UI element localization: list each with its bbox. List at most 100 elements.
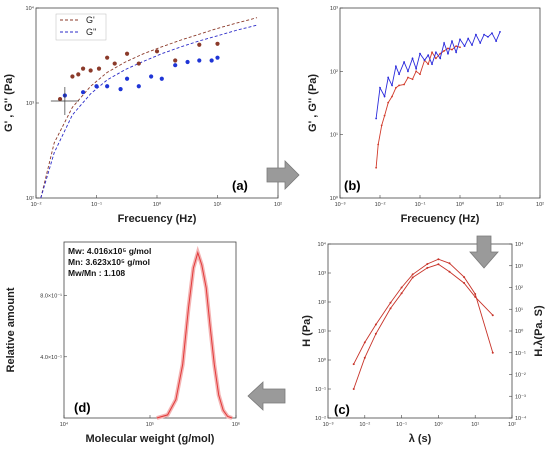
legend-label: G' xyxy=(86,15,95,25)
data-point-g-double-prime xyxy=(185,59,190,65)
data-point-red xyxy=(407,76,409,79)
annotation-text: Mw/Mn : 1.108 xyxy=(68,268,125,278)
data-point-red xyxy=(447,47,449,50)
y-tick-label: 10¹ xyxy=(330,133,338,139)
data-point-g-double-prime xyxy=(105,84,110,89)
data-point-g-double-prime xyxy=(215,55,220,60)
data-point-red xyxy=(398,84,400,87)
data-point-h-lambda xyxy=(363,341,366,344)
data-point-blue xyxy=(495,40,498,43)
data-point-red xyxy=(431,51,433,54)
data-point-g-double-prime xyxy=(173,63,178,68)
data-point-h xyxy=(374,332,377,335)
x-axis-title: Molecular weight (g/mol) xyxy=(86,433,215,445)
data-point-blue xyxy=(439,57,442,60)
data-point-h-lambda xyxy=(400,286,403,289)
data-point-blue xyxy=(471,44,473,46)
data-point-blue xyxy=(455,51,458,54)
y-tick-label: 10⁴ xyxy=(26,5,35,12)
series-line-g-double-prime xyxy=(40,24,258,199)
y-axis-title: Relative amount xyxy=(5,287,17,372)
data-point-red xyxy=(439,52,442,55)
data-point-h xyxy=(411,276,414,279)
y-tick-label: 10² xyxy=(318,300,326,306)
chart-b-svg: 10⁻³ 10⁻² 10⁻¹ 10⁰ 10¹ 10² 10⁰ 10¹ 10² 10³ Frecuen… xyxy=(307,6,544,225)
x-tick-label: 10¹ xyxy=(214,202,222,208)
y2-tick-label: 10¹ xyxy=(515,307,523,313)
data-point-h xyxy=(389,307,392,310)
annotation-text: Mn: 3.623x10⁵ g/mol xyxy=(68,257,150,267)
y-tick-label: 10¹ xyxy=(318,329,326,335)
x-tick-label: 10⁴ xyxy=(60,421,69,428)
data-point-g-double-prime xyxy=(118,87,123,92)
y-tick-label: 10⁴ xyxy=(318,241,327,248)
data-point-g-prime xyxy=(76,72,81,77)
data-point-blue xyxy=(475,33,477,36)
data-point-h xyxy=(363,356,366,359)
data-point-blue xyxy=(483,33,485,36)
plot-frame xyxy=(339,7,541,199)
data-point-red xyxy=(459,46,461,49)
data-point-red xyxy=(377,143,380,146)
y2-tick-label: 10² xyxy=(515,286,523,292)
y-tick-label: 10³ xyxy=(318,271,326,277)
data-point-h xyxy=(463,282,466,285)
x-axis-title: Frecuency (Hz) xyxy=(118,213,197,225)
annotation-text: Mw: 4.016x10⁵ g/mol xyxy=(68,246,151,256)
data-point-g-double-prime xyxy=(149,74,154,79)
data-point-g-double-prime xyxy=(197,58,202,63)
data-point-blue xyxy=(403,61,405,63)
y-tick-label: 10⁻² xyxy=(315,416,326,422)
x-tick-label: 10¹ xyxy=(471,422,479,428)
y2-tick-label: 10⁴ xyxy=(515,241,524,248)
y-tick-label: 10⁻¹ xyxy=(315,387,326,393)
y-tick-label: 10⁰ xyxy=(330,195,339,202)
arrow-c-to-d xyxy=(247,381,286,411)
y-tick-label: 10⁰ xyxy=(318,357,327,364)
data-point-blue xyxy=(383,95,386,98)
data-point-g-prime xyxy=(96,66,102,71)
data-point-red xyxy=(395,86,397,89)
data-point-h-lambda xyxy=(389,301,392,304)
data-point-blue xyxy=(375,117,378,120)
chart-c-svg: 10⁻³ 10⁻² 10⁻¹ 10⁰ 10¹ 10²10⁻²10⁻¹10⁰10¹10²10… xyxy=(301,241,545,445)
data-point-g-prime xyxy=(154,49,160,54)
y-tick-label: 10² xyxy=(26,196,34,202)
data-point-blue xyxy=(431,63,433,66)
series-line-h xyxy=(353,263,494,390)
x-tick-label: 10⁻¹ xyxy=(415,202,426,208)
x-tick-label: 10⁻³ xyxy=(335,202,346,208)
series-line-blue xyxy=(375,31,501,119)
x-tick-label: 10⁻³ xyxy=(323,422,334,428)
data-point-red xyxy=(403,83,405,86)
data-point-h xyxy=(437,263,440,266)
data-point-g-prime xyxy=(173,58,178,63)
y-tick-label: 10³ xyxy=(330,6,338,12)
x-tick-label: 10² xyxy=(274,202,282,208)
y2-axis-title: H.λ(Pa. S) xyxy=(533,305,545,357)
data-point-h xyxy=(491,314,494,317)
data-point-red xyxy=(387,101,390,104)
data-point-h xyxy=(352,388,355,390)
plot-frame xyxy=(327,243,513,419)
data-point-blue xyxy=(407,70,409,73)
data-point-blue xyxy=(391,84,393,87)
x-tick-label: 10² xyxy=(536,202,544,208)
data-point-red xyxy=(443,50,445,52)
chart-panel-b: 10⁻³ 10⁻² 10⁻¹ 10⁰ 10¹ 10² 10⁰ 10¹ 10² 10³ Frecuen… xyxy=(300,0,550,228)
y-axis-title: G' , G'' (Pa) xyxy=(307,74,319,132)
data-point-h-lambda xyxy=(491,351,494,354)
x-tick-label: 10⁶ xyxy=(232,421,240,428)
y-tick-label: 4.0×10⁻¹ xyxy=(40,355,62,361)
x-tick-label: 10⁰ xyxy=(456,201,465,208)
data-point-red xyxy=(411,78,414,81)
data-point-g-prime xyxy=(70,74,75,79)
y-axis-title: G' , G'' (Pa) xyxy=(3,74,15,132)
data-point-red xyxy=(455,45,458,48)
x-tick-label: 10⁻² xyxy=(359,422,370,428)
y-tick-label: 8.0×10⁻¹ xyxy=(40,294,62,300)
data-point-blue xyxy=(411,57,414,60)
chart-d-svg: 10⁴ 10⁵ 10⁶ Molecular weight (g/mol) Relativ… xyxy=(5,241,240,445)
data-point-blue xyxy=(499,30,501,33)
x-tick-label: 10⁻² xyxy=(31,202,42,208)
